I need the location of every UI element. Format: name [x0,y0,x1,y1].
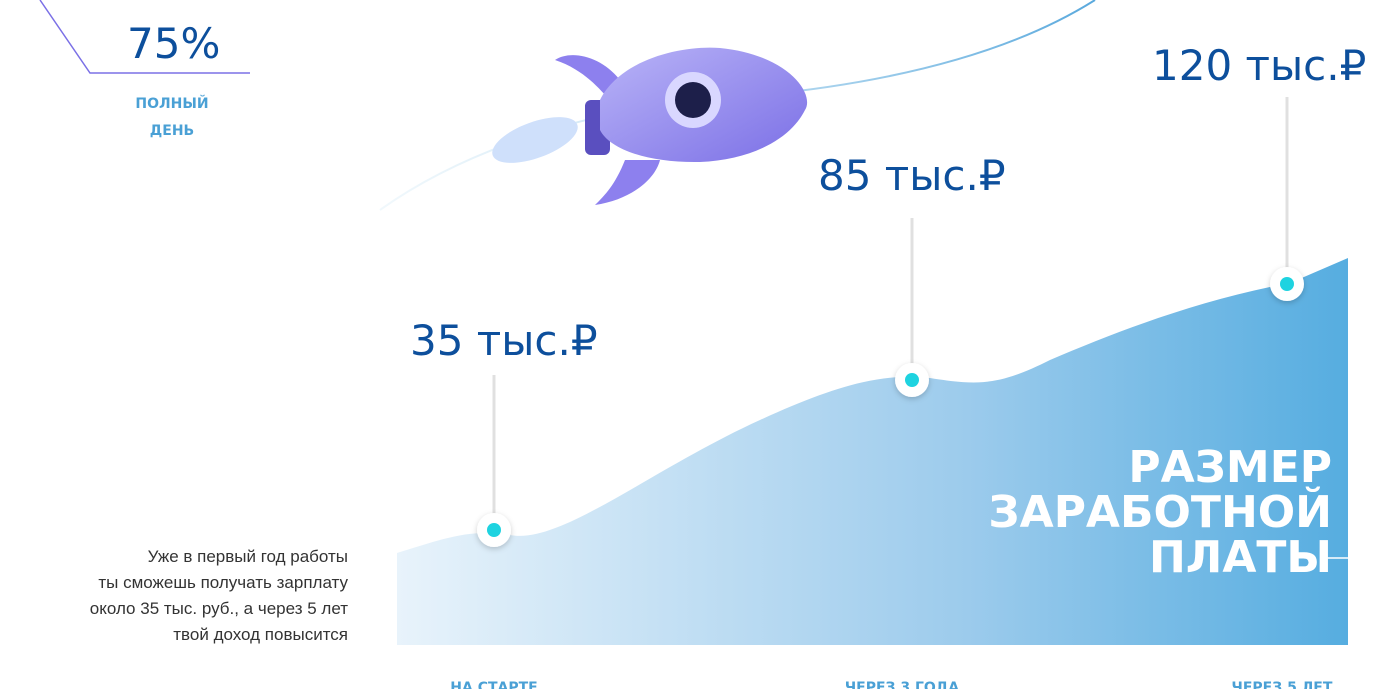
dot-inner [905,373,919,387]
description: ты сможешь получать зарплату [98,573,348,592]
dot-inner [487,523,501,537]
dot-inner [1280,277,1294,291]
description: твой доход повысится [173,625,348,644]
description: Уже в первый год работы [148,547,348,566]
rocket [492,47,808,205]
step-label: ЧЕРЕЗ 5 ЛЕТ [1232,680,1333,689]
badge-label: ПОЛНЫЙ [135,95,208,112]
step-label: ЧЕРЕЗ 3 ГОДА [845,680,959,689]
description: около 35 тыс. руб., а через 5 лет [90,599,348,618]
heading: ПЛАТЫ [1149,532,1332,583]
badge-line [39,0,250,74]
area [397,258,1348,645]
heading: ЗАРАБОТНОЙ [988,485,1332,538]
step-label: НА СТАРТЕ [450,680,537,689]
amount: 120 тыс.₽ [1152,41,1366,90]
badge-value: 75% [127,19,220,68]
badge-label: ДЕНЬ [150,123,194,139]
amount: 85 тыс.₽ [818,151,1006,200]
heading: РАЗМЕР [1128,442,1332,493]
amount: 35 тыс.₽ [410,316,598,365]
